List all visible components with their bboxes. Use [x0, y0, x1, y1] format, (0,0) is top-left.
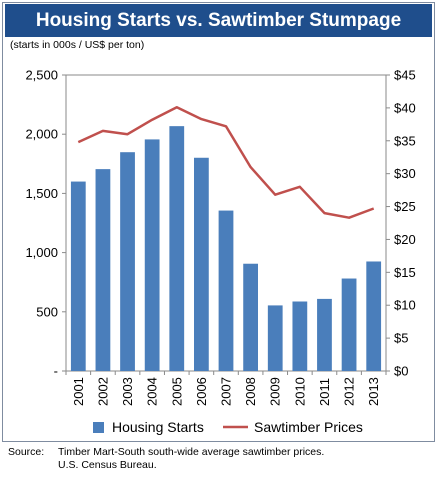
bar-2008 [243, 263, 258, 371]
bar-2013 [366, 261, 382, 371]
x-tick-label-2010: 2010 [292, 377, 307, 406]
legend-label-housing-starts: Housing Starts [112, 419, 204, 435]
right-tick-label: $30 [394, 166, 416, 181]
left-tick-label: 2,000 [25, 127, 58, 142]
x-tick-label-2013: 2013 [366, 377, 381, 406]
left-tick-label: 1,500 [25, 186, 58, 201]
x-tick-label-2001: 2001 [71, 377, 86, 406]
x-tick-label-2004: 2004 [145, 377, 160, 406]
right-axis-ticks: $0 $5 $10 $15 $20 $25 $30 $35 $40 $45 [386, 68, 416, 379]
bar-2012 [341, 278, 357, 371]
left-tick-label: - [54, 364, 58, 379]
x-axis-ticks: 2001 2002 2003 2004 2005 2006 2007 2008 2009 2010… [65, 371, 387, 406]
source-line-2: U.S. Census Bureau. [58, 459, 157, 471]
right-tick-label: $15 [394, 265, 416, 280]
bar-2002 [95, 169, 111, 371]
x-tick-label-2005: 2005 [169, 377, 184, 406]
bar-2004 [144, 139, 160, 371]
bar-2011 [317, 298, 332, 371]
right-tick-label: $5 [394, 331, 408, 346]
left-axis-ticks: - 500 1,000 1,500 2,000 2,500 [25, 68, 66, 379]
chart-title: Housing Starts vs. Sawtimber Stumpage Pr… [35, 10, 402, 64]
chart-subtitle: (starts in 000s / US$ per ton) [10, 39, 145, 51]
line-series-sawtimber-prices [77, 105, 375, 219]
x-tick-label-2008: 2008 [243, 377, 258, 406]
right-tick-label: $20 [394, 232, 416, 247]
bar-series-housing-starts [70, 126, 382, 371]
right-tick-label: $10 [394, 298, 416, 313]
x-tick-label-2006: 2006 [194, 377, 209, 406]
legend-swatch-housing-starts [93, 422, 104, 433]
left-tick-label: 1,000 [25, 245, 58, 260]
bar-2001 [70, 181, 86, 371]
title-banner: Housing Starts vs. Sawtimber Stumpage Pr… [5, 4, 432, 64]
right-tick-label: $35 [394, 133, 416, 148]
bar-2010 [292, 301, 308, 371]
x-tick-label-2003: 2003 [120, 377, 135, 406]
right-tick-label: $25 [394, 199, 416, 214]
right-tick-label: $0 [394, 364, 408, 379]
source-label: Source: [8, 446, 45, 458]
source-line-1: Timber Mart-South south-wide average saw… [58, 446, 325, 458]
x-tick-label-2011: 2011 [317, 378, 332, 406]
x-tick-label-2002: 2002 [95, 377, 110, 406]
legend: Housing Starts Sawtimber Prices [93, 419, 363, 435]
right-tick-label: $40 [394, 100, 416, 115]
bar-2009 [267, 305, 283, 371]
x-tick-label-2012: 2012 [342, 377, 357, 406]
bar-2007 [218, 210, 234, 371]
bar-2006 [194, 157, 209, 371]
legend-label-sawtimber-prices: Sawtimber Prices [254, 419, 363, 435]
chart-frame [2, 2, 435, 442]
x-tick-label-2009: 2009 [268, 377, 283, 406]
right-tick-label: $45 [394, 68, 416, 83]
bar-2003 [120, 152, 135, 371]
x-tick-label-2007: 2007 [219, 377, 234, 406]
bar-2005 [169, 126, 185, 371]
left-tick-label: 2,500 [25, 68, 58, 83]
left-tick-label: 500 [36, 304, 58, 319]
